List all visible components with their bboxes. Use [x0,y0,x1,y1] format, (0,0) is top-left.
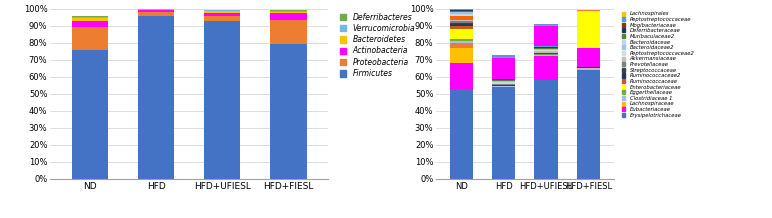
Bar [72,16,108,17]
Bar [450,43,473,48]
Bar [534,56,557,80]
Bar [270,13,306,20]
Bar [138,15,174,179]
Bar [450,39,473,41]
Bar [72,21,108,27]
Bar [534,26,557,46]
Bar [138,9,174,10]
Bar [450,89,473,179]
Bar [493,82,516,83]
Bar [534,55,557,56]
Bar [493,85,516,86]
Legend: Lachnospirales, Peptostreptococcaceae, Mogibacteriaceae, Deferribacteraceae, Mur: Lachnospirales, Peptostreptococcaceae, M… [621,11,695,118]
Bar [72,17,108,18]
Bar [577,70,600,179]
Bar [534,49,557,51]
Bar [450,20,473,21]
Bar [450,63,473,89]
Bar [270,11,306,12]
Bar [72,49,108,179]
Bar [493,83,516,84]
Bar [204,21,240,179]
Bar [534,25,557,26]
Bar [204,11,240,13]
Legend: Deferribacteres, Verrucomicrobia, Bacteroidetes, Actinobacteria, Proteobacteria,: Deferribacteres, Verrucomicrobia, Bacter… [340,13,415,78]
Bar [204,13,240,15]
Bar [534,54,557,55]
Bar [577,10,600,11]
Bar [450,29,473,39]
Bar [577,68,600,69]
Bar [450,16,473,20]
Bar [450,10,473,11]
Bar [450,15,473,16]
Bar [450,48,473,63]
Bar [577,69,600,70]
Bar [270,12,306,13]
Bar [204,10,240,11]
Bar [450,11,473,12]
Bar [493,81,516,82]
Bar [534,46,557,47]
Bar [138,10,174,12]
Bar [534,48,557,49]
Bar [270,44,306,179]
Bar [534,47,557,48]
Bar [450,41,473,43]
Bar [270,20,306,44]
Bar [534,24,557,25]
Bar [493,57,516,58]
Bar [534,80,557,179]
Bar [450,21,473,23]
Bar [450,23,473,24]
Bar [534,51,557,53]
Bar [450,24,473,26]
Bar [450,14,473,15]
Bar [577,48,600,67]
Bar [72,27,108,49]
Bar [493,79,516,80]
Bar [450,8,473,9]
Bar [493,55,516,57]
Bar [450,26,473,29]
Bar [534,53,557,54]
Bar [493,58,516,79]
Bar [577,11,600,48]
Bar [493,84,516,85]
Bar [577,67,600,68]
Bar [493,80,516,81]
Bar [204,15,240,21]
Bar [138,12,174,15]
Bar [493,86,516,87]
Bar [450,12,473,14]
Bar [493,87,516,179]
Bar [72,18,108,21]
Bar [270,10,306,11]
Bar [450,9,473,10]
